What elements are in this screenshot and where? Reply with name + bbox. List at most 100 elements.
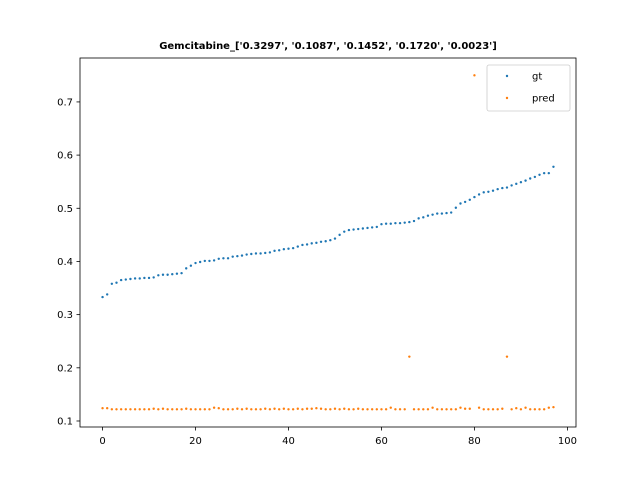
y-tick-label: 0.5 — [57, 204, 73, 215]
gt-point — [357, 227, 360, 231]
y-tick-label: 0.7 — [57, 98, 73, 109]
pred-point — [538, 408, 541, 411]
gt-point — [319, 240, 323, 243]
gt-point — [124, 278, 127, 281]
gt-point — [468, 198, 471, 201]
x-tick-label: 60 — [375, 436, 388, 447]
gt-point — [473, 195, 476, 199]
pred-point — [449, 408, 453, 411]
gt-point — [115, 281, 118, 284]
gt-point — [110, 282, 114, 285]
gt-point — [496, 187, 499, 191]
pred-point — [133, 408, 137, 411]
pred-point — [440, 408, 444, 411]
pred-point — [147, 408, 151, 411]
gt-point — [180, 271, 183, 275]
pred-point — [501, 407, 504, 410]
pred-point — [380, 408, 383, 411]
gt-point — [361, 227, 365, 230]
pred-point — [282, 407, 286, 410]
pred-point — [301, 408, 304, 411]
gt-point — [310, 242, 313, 245]
pred-point — [445, 408, 448, 411]
gt-point — [189, 264, 193, 267]
pred-point — [115, 408, 118, 411]
gt-point — [198, 260, 202, 264]
gt-point — [291, 246, 295, 250]
pred-point — [296, 407, 299, 410]
gt-point — [231, 255, 234, 258]
gt-point — [552, 165, 555, 168]
gt-point — [436, 212, 439, 215]
pred-point — [463, 407, 467, 410]
gt-point — [273, 249, 276, 253]
gt-point — [547, 171, 551, 175]
gt-point — [408, 220, 411, 224]
gt-point — [529, 177, 532, 180]
pred-point — [198, 408, 202, 411]
pred-point — [552, 405, 555, 409]
gt-point — [384, 222, 388, 225]
pred-point — [375, 408, 379, 411]
pred-point — [361, 408, 365, 411]
pred-point — [370, 408, 374, 411]
pred-point — [524, 406, 527, 409]
pred-point — [236, 407, 239, 410]
pred-point — [366, 408, 369, 411]
gt-point — [347, 228, 351, 232]
gt-point — [277, 249, 281, 252]
pred-point — [245, 407, 248, 410]
gt-point — [398, 221, 402, 225]
pred-point — [491, 408, 495, 411]
gt-point — [212, 259, 216, 262]
gt-point — [147, 276, 151, 280]
pred-point — [180, 408, 183, 411]
pred-point — [152, 407, 155, 410]
pred-point — [250, 408, 253, 411]
pred-point — [324, 408, 327, 411]
gt-point — [519, 181, 523, 184]
pred-point — [473, 74, 476, 77]
pred-point — [259, 408, 262, 411]
gt-point — [157, 274, 160, 277]
gt-point — [203, 259, 207, 263]
pred-point — [459, 406, 462, 409]
gt-point — [119, 278, 123, 282]
gt-point — [491, 189, 495, 192]
pred-point — [171, 408, 174, 411]
pred-point — [389, 406, 392, 409]
pred-point — [343, 407, 346, 410]
gt-point — [166, 273, 169, 276]
pred-point — [287, 408, 290, 411]
gt-point — [236, 254, 239, 258]
legend-label-gt: gt — [532, 72, 542, 83]
pred-point — [315, 407, 318, 410]
pred-point — [124, 408, 127, 411]
gt-point — [217, 257, 220, 260]
pred-point — [454, 408, 458, 411]
pred-point — [436, 408, 439, 411]
gt-point — [333, 237, 337, 240]
gt-point — [301, 243, 304, 247]
pred-point — [482, 408, 485, 411]
gt-point — [254, 252, 258, 255]
gt-point — [287, 247, 290, 250]
pred-point — [189, 408, 193, 411]
gt-point — [482, 191, 485, 194]
pred-point — [515, 407, 518, 410]
pred-point — [143, 408, 146, 411]
gt-point — [412, 219, 416, 223]
pred-point — [212, 406, 216, 409]
y-tick-label: 0.1 — [57, 417, 73, 428]
pred-point — [468, 407, 471, 410]
pred-point — [119, 408, 123, 411]
pred-point — [175, 408, 179, 411]
pred-point — [157, 408, 160, 411]
plot-marks — [101, 74, 555, 411]
pred-point — [240, 408, 244, 411]
gt-point — [282, 248, 286, 251]
gt-point — [501, 186, 504, 190]
gt-point — [101, 295, 104, 299]
gt-point — [129, 277, 132, 281]
